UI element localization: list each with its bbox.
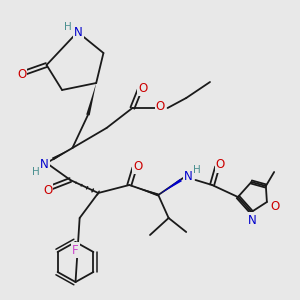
Text: H: H bbox=[193, 165, 200, 175]
Polygon shape bbox=[52, 148, 72, 160]
Text: F: F bbox=[72, 244, 79, 256]
Text: O: O bbox=[138, 82, 147, 94]
Text: O: O bbox=[133, 160, 142, 172]
Text: H: H bbox=[64, 22, 72, 32]
Text: O: O bbox=[271, 200, 280, 212]
Text: N: N bbox=[40, 158, 49, 172]
Text: N: N bbox=[74, 26, 83, 40]
Text: O: O bbox=[216, 158, 225, 172]
Polygon shape bbox=[129, 185, 159, 196]
Text: N: N bbox=[248, 214, 257, 226]
Text: O: O bbox=[17, 68, 26, 80]
Polygon shape bbox=[86, 83, 96, 116]
Text: O: O bbox=[156, 100, 165, 113]
Polygon shape bbox=[158, 179, 182, 195]
Text: H: H bbox=[32, 167, 40, 177]
Text: O: O bbox=[43, 184, 52, 197]
Text: N: N bbox=[184, 169, 193, 182]
